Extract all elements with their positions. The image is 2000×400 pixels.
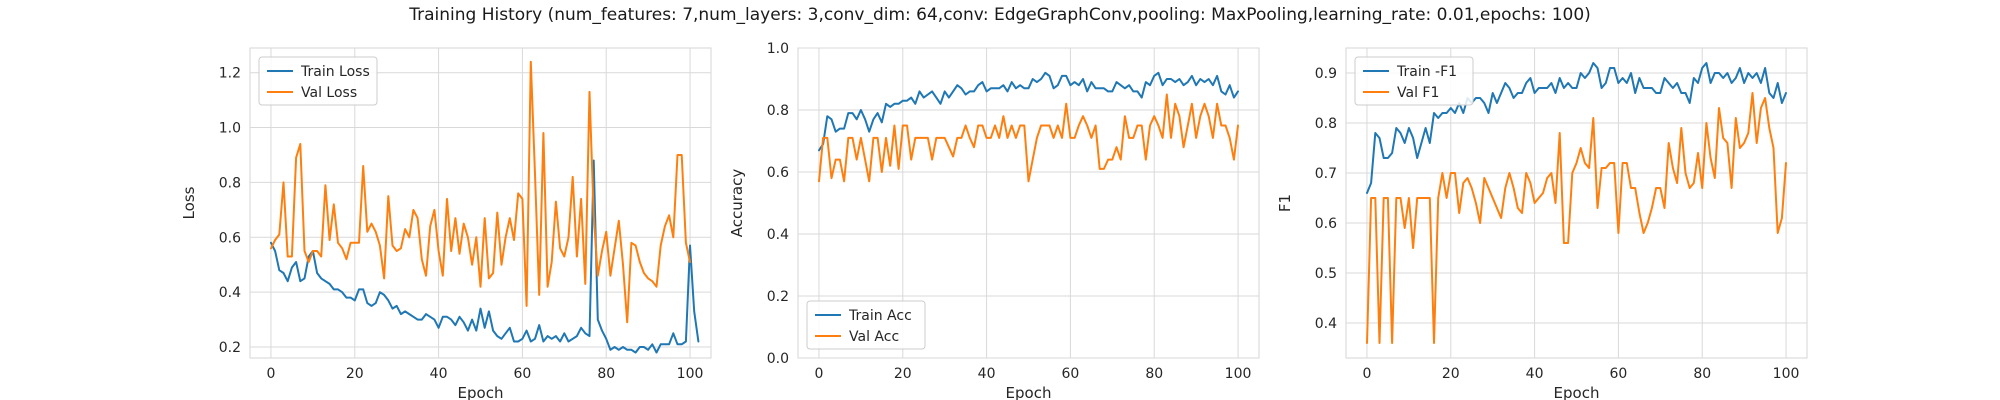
accuracy-y-tick-label: 0.0 xyxy=(767,351,789,367)
loss-y-tick-label: 0.4 xyxy=(219,285,241,301)
f1-y-tick-label: 0.9 xyxy=(1315,66,1337,82)
accuracy-y-axis-label: Accuracy xyxy=(728,169,746,238)
accuracy-y-tick-label: 0.6 xyxy=(767,165,789,181)
f1-legend-label-train-f1: Train -F1 xyxy=(1396,64,1457,80)
f1-y-tick-label: 0.6 xyxy=(1315,216,1337,232)
accuracy-x-axis-label: Epoch xyxy=(1006,384,1052,400)
accuracy-y-tick-label: 0.2 xyxy=(767,289,789,305)
loss-x-tick-label: 80 xyxy=(597,366,615,382)
f1-x-tick-label: 100 xyxy=(1773,366,1800,382)
accuracy-x-tick-label: 100 xyxy=(1225,366,1252,382)
loss-series-val-loss xyxy=(270,60,691,324)
accuracy-y-tick-label: 0.8 xyxy=(767,103,789,119)
loss-x-tick-label: 20 xyxy=(346,366,364,382)
f1-y-tick-label: 0.4 xyxy=(1315,316,1337,332)
f1-subplot: 0 20 40 60 80 100 0.4 0.5 0.6 0.7 0.8 0.9 Epoch F1 Tra… xyxy=(1276,47,1808,400)
loss-x-tick-label: 60 xyxy=(513,366,531,382)
accuracy-x-tick-label: 0 xyxy=(814,366,823,382)
accuracy-legend-label-train-acc: Train Acc xyxy=(848,308,912,324)
f1-x-tick-label: 60 xyxy=(1609,366,1627,382)
accuracy-series-train-acc xyxy=(818,71,1239,152)
f1-y-tick-label: 0.5 xyxy=(1315,266,1337,282)
figure-title: Training History (num_features: 7,num_la… xyxy=(409,5,1591,25)
loss-x-tick-label: 100 xyxy=(677,366,704,382)
accuracy-series-val-acc xyxy=(818,93,1239,183)
accuracy-y-tick-label: 1.0 xyxy=(767,41,789,57)
accuracy-x-tick-label: 80 xyxy=(1145,366,1163,382)
loss-subplot: 0 20 40 60 80 100 0.2 0.4 0.6 0.8 1.0 1.2 Epoch Loss T… xyxy=(180,47,712,400)
accuracy-x-tick-label: 20 xyxy=(894,366,912,382)
f1-x-tick-label: 20 xyxy=(1442,366,1460,382)
accuracy-y-tick-label: 0.4 xyxy=(767,227,789,243)
loss-y-tick-label: 0.8 xyxy=(219,175,241,191)
accuracy-x-tick-label: 40 xyxy=(978,366,996,382)
loss-legend-label-train-loss: Train Loss xyxy=(300,64,370,80)
f1-x-tick-label: 80 xyxy=(1693,366,1711,382)
f1-legend: Train -F1 Val F1 xyxy=(1354,56,1474,106)
loss-y-tick-label: 1.2 xyxy=(219,66,241,82)
f1-series-train-f1 xyxy=(1366,62,1787,194)
f1-x-tick-label: 0 xyxy=(1362,366,1371,382)
f1-y-axis-label: F1 xyxy=(1276,194,1294,212)
loss-series-train-loss xyxy=(270,159,700,354)
loss-y-tick-label: 0.6 xyxy=(219,230,241,246)
f1-y-tick-label: 0.8 xyxy=(1315,116,1337,132)
accuracy-subplot: 0 20 40 60 80 100 0.0 0.2 0.4 0.6 0.8 1.0 Epoch Accur… xyxy=(728,41,1260,400)
f1-y-tick-label: 0.7 xyxy=(1315,166,1337,182)
loss-y-tick-label: 0.2 xyxy=(219,340,241,356)
loss-x-axis-label: Epoch xyxy=(458,384,504,400)
accuracy-legend-label-val-acc: Val Acc xyxy=(849,329,899,345)
f1-legend-label-val-f1: Val F1 xyxy=(1397,85,1439,101)
loss-y-axis-label: Loss xyxy=(180,186,198,219)
loss-legend-label-val-loss: Val Loss xyxy=(301,85,357,101)
accuracy-x-tick-label: 60 xyxy=(1061,366,1079,382)
accuracy-legend: Train Acc Val Acc xyxy=(806,300,926,350)
loss-x-tick-label: 0 xyxy=(266,366,275,382)
f1-x-tick-label: 40 xyxy=(1526,366,1544,382)
loss-legend: Train Loss Val Loss xyxy=(258,56,378,106)
loss-x-tick-label: 40 xyxy=(430,366,448,382)
f1-series-val-f1 xyxy=(1366,92,1787,344)
f1-x-axis-label: Epoch xyxy=(1554,384,1600,400)
loss-y-tick-label: 1.0 xyxy=(219,121,241,137)
